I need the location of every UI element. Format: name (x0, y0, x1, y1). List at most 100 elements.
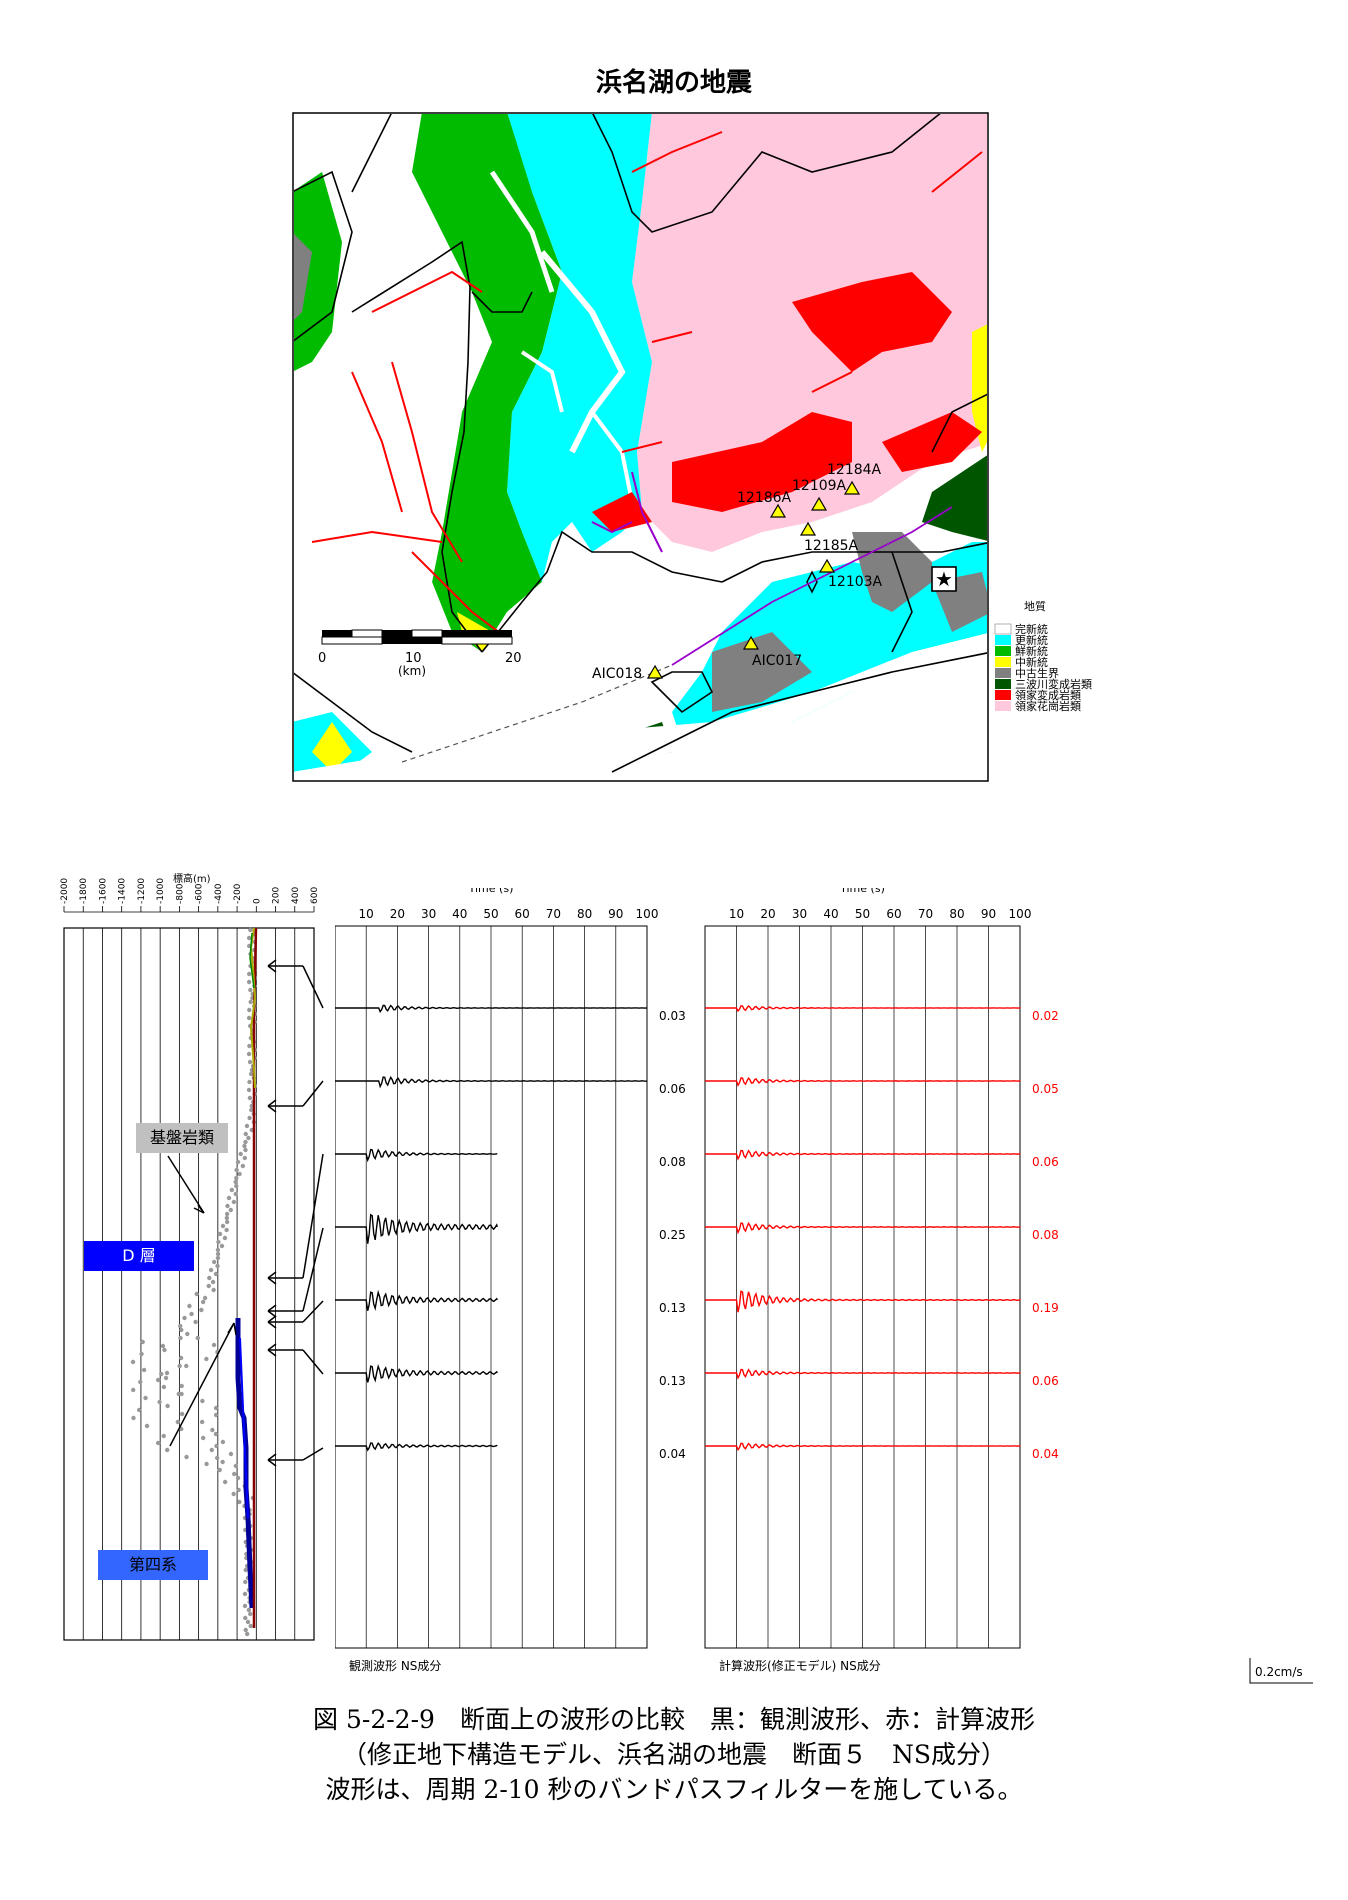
legend-label: 中新統 (1015, 655, 1048, 669)
profile-tick-label: -1400 (118, 878, 128, 904)
legend-label: 領家花崗岩類 (1015, 699, 1081, 713)
time-tick-label: 90 (608, 907, 623, 921)
waveform-trace (335, 1075, 648, 1089)
time-tick-label: 100 (636, 907, 659, 921)
profile-tick-label: -800 (175, 883, 185, 904)
station-label: 12186A (737, 490, 792, 506)
depth-profile: 標高(m) -2000 -1800 -1600 -1400 -1200 -1000 -800… (60, 872, 324, 1641)
legend-swatch (995, 657, 1011, 667)
station-label: AIC018 (592, 666, 642, 682)
waveform-panels: Time (s)1020304050607080901000.03AIC0180… (335, 888, 1313, 1684)
station-marker (769, 503, 787, 518)
station-marker (742, 635, 760, 650)
legend-swatch (995, 646, 1011, 656)
observed-max-amplitude: 0.08 (659, 1155, 686, 1169)
waveform-trace (705, 1004, 1021, 1013)
computed-max-amplitude: 0.02 (1032, 1009, 1059, 1023)
svg-text:20: 20 (505, 651, 522, 666)
station-marker (843, 480, 861, 495)
station-label: 12184A (827, 462, 882, 478)
observed-max-amplitude: 0.04 (659, 1447, 686, 1461)
time-tick-label: 80 (577, 907, 592, 921)
profile-tick-label: -600 (195, 883, 205, 904)
svg-text:0: 0 (318, 651, 326, 666)
legend-label: 領家変成岩類 (1015, 688, 1081, 702)
geology-map: 12184A 12109A 12186A 12185A 12103A AIC01… (292, 112, 1092, 782)
station-marker (818, 558, 836, 573)
epicenter-star-icon: ★ (935, 567, 953, 591)
profile-tick-label: -1600 (98, 878, 108, 904)
caption-line-1: 図 5-2-2-9 断面上の波形の比較 黒：観測波形、赤：計算波形 (313, 1705, 1035, 1734)
time-tick-label: 30 (792, 907, 807, 921)
time-tick-label: 50 (855, 907, 870, 921)
time-tick-label: 70 (546, 907, 561, 921)
profile-tick-label: -1000 (156, 878, 166, 904)
waveform-trace (335, 1213, 498, 1244)
time-tick-label: 10 (359, 907, 374, 921)
observed-caption: 観測波形 NS成分 (349, 1659, 441, 1673)
waveform-trace (335, 1289, 498, 1311)
profile-tick-label: -1200 (137, 878, 147, 904)
figure-title: 浜名湖の地震 (595, 68, 752, 98)
basement-label: 基盤岩類 (136, 1123, 228, 1153)
profile-axis-label: 標高(m) (173, 872, 211, 885)
time-tick-label: 70 (918, 907, 933, 921)
legend-swatch (994, 623, 1012, 635)
station-marker (810, 496, 828, 511)
computed-max-amplitude: 0.05 (1032, 1082, 1059, 1096)
waveform-trace (705, 1221, 1021, 1235)
time-tick-label: 60 (515, 907, 530, 921)
observed-max-amplitude: 0.03 (659, 1009, 686, 1023)
waveform-trace (335, 1364, 498, 1383)
d-layer-label: D 層 (84, 1241, 194, 1271)
waveform-trace (335, 1004, 648, 1014)
station-marker (799, 521, 817, 536)
time-tick-label: 20 (760, 907, 775, 921)
time-tick-label: 40 (823, 907, 838, 921)
time-axis-label: Time (s) (839, 888, 885, 895)
profile-tick-label: -400 (214, 883, 224, 904)
station-marker (646, 664, 664, 679)
waveform-trace (705, 1368, 1021, 1380)
svg-text:10: 10 (405, 651, 422, 666)
computed-max-amplitude: 0.06 (1032, 1155, 1059, 1169)
time-tick-label: 10 (729, 907, 744, 921)
time-tick-label: 20 (390, 907, 405, 921)
computed-max-amplitude: 0.04 (1032, 1447, 1059, 1461)
profile-tick-label: 0 (252, 898, 262, 904)
time-axis-label: Time (s) (468, 888, 514, 895)
observed-max-amplitude: 0.13 (659, 1301, 686, 1315)
legend-label: 中古生界 (1015, 666, 1059, 680)
station-label: 12109A (792, 478, 847, 494)
caption-line-2: （修正地下構造モデル、浜名湖の地震 断面５ NS成分） (341, 1740, 1006, 1769)
time-tick-label: 50 (483, 907, 498, 921)
time-tick-label: 40 (452, 907, 467, 921)
scale-bar: 0 10 20 (km) (318, 629, 522, 678)
legend-label: 三波川変成岩類 (1015, 677, 1092, 691)
time-tick-label: 100 (1009, 907, 1032, 921)
observed-max-amplitude: 0.13 (659, 1374, 686, 1388)
profile-tick-label: -1800 (79, 878, 89, 904)
profile-tick-label: 200 (272, 887, 282, 904)
computed-max-amplitude: 0.06 (1032, 1374, 1059, 1388)
legend-swatch (995, 690, 1011, 700)
waveform-trace (335, 1441, 498, 1452)
profile-tick-label: -2000 (60, 878, 70, 904)
legend-swatch (995, 668, 1011, 678)
profile-tick-label: -200 (233, 883, 243, 904)
waveform-trace (335, 1148, 498, 1163)
caption-line-3: 波形は、周期 2-10 秒のバンドパスフィルターを施している。 (325, 1775, 1023, 1804)
svg-text:(km): (km) (398, 664, 426, 678)
station-label: 12103A (828, 574, 883, 590)
legend-swatch (995, 679, 1011, 689)
amplitude-scale: 0.2cm/s (1255, 1665, 1303, 1679)
computed-caption: 計算波形(修正モデル) NS成分 (719, 1658, 881, 1673)
time-tick-label: 80 (949, 907, 964, 921)
computed-max-amplitude: 0.19 (1032, 1301, 1059, 1315)
waveform-trace (705, 1442, 1021, 1452)
station-markers (646, 480, 861, 679)
legend-swatch (995, 701, 1011, 711)
svg-text:地質: 地質 (1024, 599, 1046, 613)
time-tick-label: 90 (981, 907, 996, 921)
waveform-trace (705, 1149, 1021, 1161)
